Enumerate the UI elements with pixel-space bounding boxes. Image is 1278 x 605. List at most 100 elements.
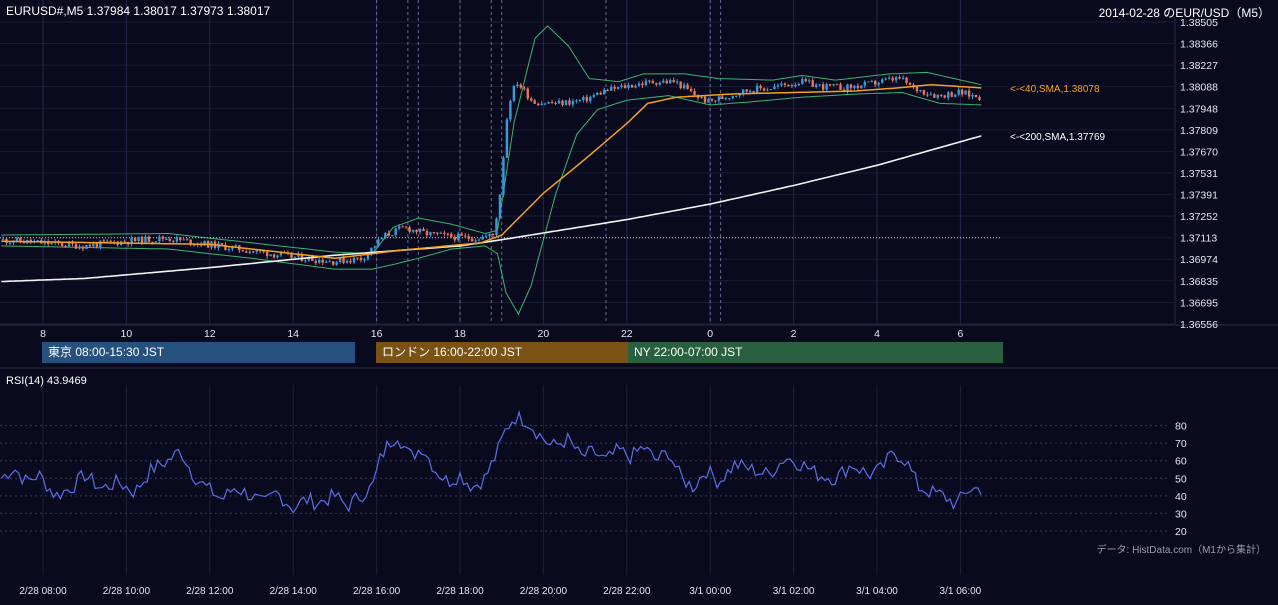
candle-body: [596, 92, 599, 96]
rsi-tick-label: 80: [1175, 421, 1187, 433]
candle-body: [874, 80, 877, 85]
candle-body: [808, 80, 811, 82]
candle-body: [74, 243, 78, 249]
candle-body: [335, 261, 338, 265]
candle-body: [940, 94, 943, 96]
candle-body: [738, 94, 741, 96]
candle-body: [147, 236, 151, 242]
candle-body: [755, 85, 759, 93]
candle-body: [929, 94, 933, 96]
candle-body: [311, 256, 314, 261]
candle-body: [662, 80, 665, 83]
candle-body: [790, 85, 794, 87]
candle-body: [304, 260, 307, 262]
candle-body: [717, 96, 721, 101]
candle-body: [60, 243, 64, 246]
candle-body: [849, 84, 853, 89]
candle-body: [460, 233, 463, 236]
candle-body: [470, 238, 474, 242]
candle-body: [867, 81, 870, 83]
candle-body: [933, 94, 936, 98]
hour-tick-label: 14: [287, 328, 299, 340]
time-tick-label: 2/28 10:00: [103, 586, 151, 597]
candle-body: [502, 157, 505, 195]
candle-body: [154, 241, 158, 243]
candle-body: [359, 257, 363, 261]
candle-body: [578, 100, 582, 102]
candle-body: [8, 242, 12, 244]
hour-tick-label: 20: [538, 328, 550, 340]
candle-body: [265, 251, 269, 257]
candle-body: [641, 83, 644, 86]
candle-body: [231, 246, 234, 250]
candle-body: [950, 92, 953, 97]
candle-body: [436, 232, 439, 234]
candle-body: [818, 84, 821, 86]
candle-body: [297, 254, 300, 257]
candle-body: [408, 227, 411, 232]
candle-body: [418, 228, 422, 233]
rsi-tick-label: 20: [1175, 526, 1187, 538]
candle-body: [564, 100, 568, 106]
candle-body: [769, 89, 773, 91]
candle-body: [884, 78, 887, 80]
bollinger-lower-line: [1, 91, 982, 316]
candle-body: [50, 242, 53, 245]
candle-body: [477, 239, 481, 241]
candle-body: [474, 240, 477, 242]
sma200-line: [1, 135, 982, 283]
candle-body: [377, 239, 380, 247]
candle-body: [853, 85, 856, 89]
session-tokyo: 東京 08:00-15:30 JST: [42, 342, 355, 363]
time-tick-label: 3/1 06:00: [940, 586, 982, 597]
candle-body: [325, 261, 328, 263]
candle-body: [488, 233, 491, 236]
candle-body: [130, 237, 133, 245]
candle-body: [967, 90, 971, 97]
candle-body: [540, 103, 543, 106]
candle-body: [453, 236, 456, 241]
rsi-tick-label: 60: [1175, 456, 1187, 468]
candle-body: [279, 252, 283, 256]
candle-body: [589, 96, 592, 102]
candle-body: [568, 100, 571, 105]
candle-body: [498, 194, 502, 219]
candle-body: [255, 250, 258, 252]
candle-body: [620, 85, 623, 87]
candle-body: [81, 246, 85, 249]
candle-body: [609, 86, 613, 91]
rsi-line: [0, 409, 982, 514]
candle-body: [1, 238, 5, 240]
price-tick-label: 1.37948: [1180, 103, 1218, 115]
candle-body: [693, 91, 696, 96]
candle-body: [192, 244, 196, 246]
candle-body: [137, 236, 140, 242]
candle-body: [234, 245, 238, 247]
candle-body: [467, 235, 470, 239]
candle-body: [787, 84, 790, 87]
candle-body: [394, 228, 397, 236]
candle-body: [109, 240, 112, 242]
price-tick-label: 1.38088: [1180, 82, 1218, 94]
candle-body: [36, 240, 39, 242]
candle-body: [856, 85, 860, 89]
candle-body: [922, 90, 926, 95]
candle-body: [703, 96, 707, 103]
candle-body: [863, 81, 867, 86]
candle-body: [801, 78, 804, 84]
time-tick-label: 2/28 18:00: [436, 586, 484, 597]
candle-body: [401, 226, 404, 228]
candle-body: [724, 98, 728, 100]
candle-body: [151, 241, 154, 243]
candle-body: [543, 103, 547, 105]
candle-body: [391, 235, 394, 237]
candle-body: [505, 119, 509, 158]
candle-body: [814, 84, 818, 88]
candle-body: [203, 240, 206, 246]
candle-body: [926, 94, 929, 96]
candle-body: [189, 239, 192, 245]
candle-body: [314, 260, 317, 263]
candle-body: [446, 233, 450, 235]
candle-body: [603, 89, 606, 95]
price-tick-label: 1.37809: [1180, 125, 1218, 137]
